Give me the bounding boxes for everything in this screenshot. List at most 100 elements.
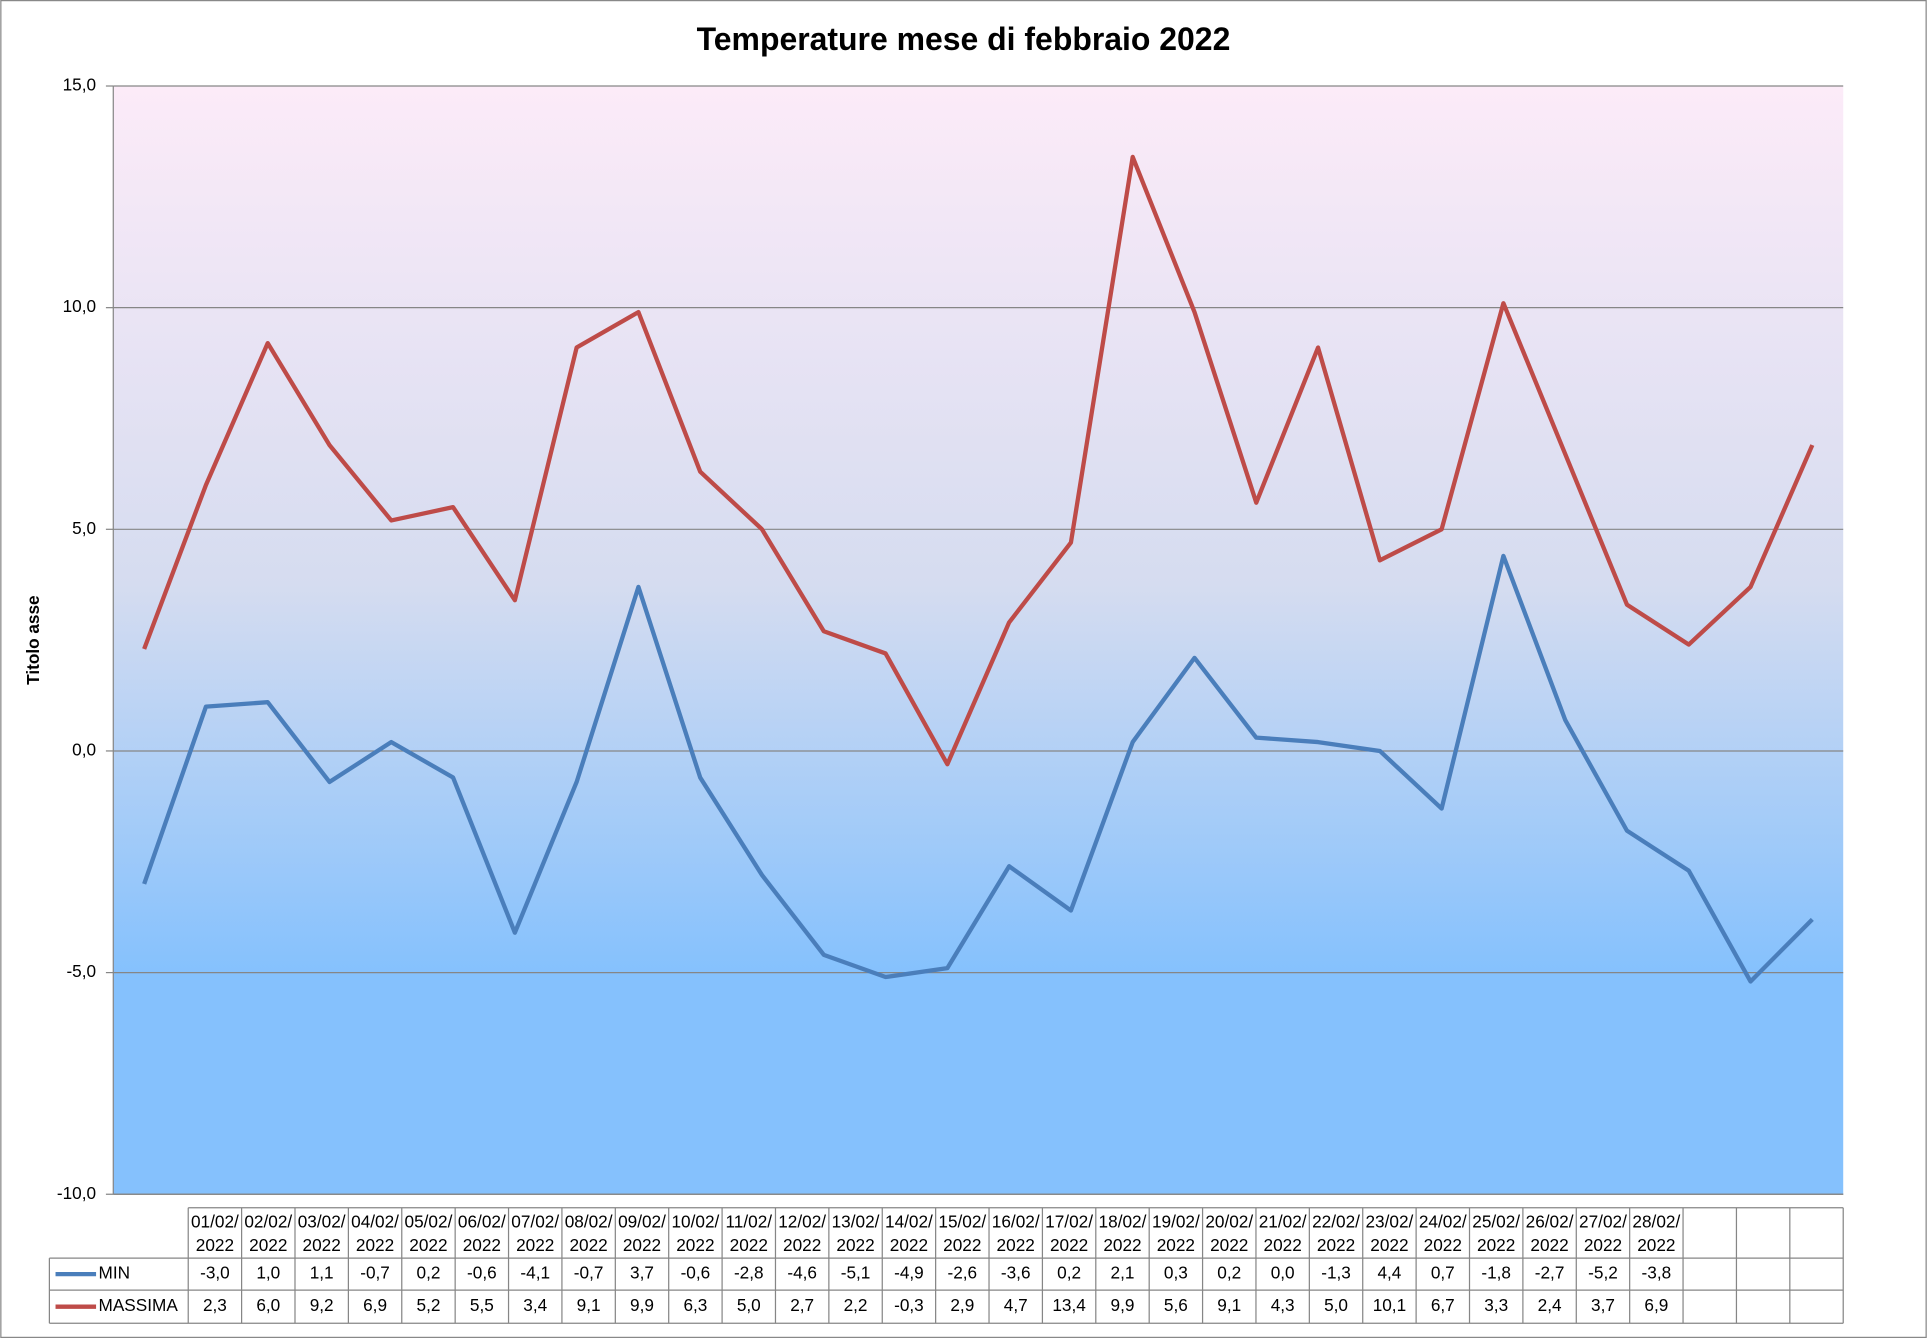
x-tick-label-box: 18/02/2022 <box>1098 1210 1147 1254</box>
y-tick-label: 5,0 <box>72 518 96 538</box>
x-tick-label: 09/02/2022 <box>618 1210 666 1254</box>
data-label: 5,2 <box>417 1295 441 1315</box>
data-label: 5,0 <box>737 1295 761 1315</box>
data-label: 2,1 <box>1111 1263 1135 1283</box>
data-label: -1,3 <box>1321 1263 1351 1283</box>
x-tick-label: 06/02/2022 <box>457 1210 506 1254</box>
data-label: 4,4 <box>1377 1263 1401 1283</box>
x-tick-label-box: 06/02/2022 <box>457 1210 506 1254</box>
x-tick-label-box: 03/02/2022 <box>297 1210 346 1254</box>
data-label: 4,7 <box>1004 1295 1028 1315</box>
x-tick-label: 07/02/2022 <box>511 1210 560 1254</box>
data-label: 2,3 <box>203 1295 227 1315</box>
x-tick-label: 13/02/2022 <box>831 1210 880 1254</box>
series-line <box>142 553 1814 984</box>
data-label: 3,3 <box>1484 1295 1508 1315</box>
data-label: 5,0 <box>1324 1295 1348 1315</box>
x-tick-label: 12/02/2022 <box>778 1210 827 1254</box>
data-label: 6,0 <box>256 1295 280 1315</box>
x-tick-label-box: 13/02/2022 <box>831 1210 880 1254</box>
data-label: 2,7 <box>790 1295 814 1315</box>
data-label: 4,3 <box>1271 1295 1295 1315</box>
data-label: 5,6 <box>1164 1295 1188 1315</box>
chart-title: Temperature mese di febbraio 2022 <box>697 21 1231 57</box>
data-label: -2,7 <box>1535 1263 1565 1283</box>
x-tick-label: 21/02/2022 <box>1258 1210 1307 1254</box>
x-tick-label-box: 05/02/2022 <box>405 1211 453 1254</box>
x-tick-label-box: 25/02/2022 <box>1472 1210 1521 1254</box>
x-tick-label: 03/02/2022 <box>297 1210 346 1254</box>
data-label: -4,1 <box>520 1263 550 1283</box>
plot-area <box>113 86 1844 1195</box>
x-tick-label-box: 22/02/2022 <box>1312 1210 1360 1254</box>
x-tick-label: 19/02/2022 <box>1151 1210 1200 1254</box>
x-tick-label: 26/02/2022 <box>1525 1210 1574 1254</box>
data-label: -5,1 <box>841 1263 871 1283</box>
data-label: 5,5 <box>470 1295 494 1315</box>
x-tick-label-box: 15/02/2022 <box>938 1211 986 1254</box>
series-line <box>142 154 1815 767</box>
y-tick-label: 15,0 <box>63 75 96 95</box>
x-tick-label: 04/02/2022 <box>351 1210 399 1254</box>
data-label: 6,9 <box>1644 1295 1668 1315</box>
x-tick-label-box: 24/02/2022 <box>1418 1210 1467 1254</box>
data-label: 0,7 <box>1431 1263 1455 1283</box>
y-tick-label: 10,0 <box>63 296 96 316</box>
data-label: 13,4 <box>1052 1295 1086 1315</box>
x-tick-label-box: 21/02/2022 <box>1258 1210 1307 1254</box>
data-label: 9,1 <box>1217 1295 1241 1315</box>
x-tick-label-box: 02/02/2022 <box>244 1210 293 1254</box>
data-label: -1,8 <box>1481 1263 1511 1283</box>
x-tick-label: 22/02/2022 <box>1312 1210 1360 1254</box>
data-label: -0,7 <box>360 1263 390 1283</box>
data-label: 10,1 <box>1373 1295 1406 1315</box>
x-tick-label-box: 12/02/2022 <box>778 1210 827 1254</box>
data-label: -4,6 <box>787 1263 817 1283</box>
legend-label: MIN <box>99 1263 131 1283</box>
x-tick-label-box: 14/02/2022 <box>885 1211 933 1254</box>
x-tick-label: 27/02/2022 <box>1579 1210 1627 1254</box>
data-label: 3,7 <box>1591 1295 1615 1315</box>
x-tick-label-box: 27/02/2022 <box>1579 1210 1627 1254</box>
y-tick-label: 0,0 <box>72 739 96 759</box>
data-label: -0,7 <box>574 1263 604 1283</box>
data-label: 2,9 <box>950 1295 974 1315</box>
y-tick-label: -5,0 <box>66 961 96 981</box>
data-label: 1,1 <box>310 1263 334 1283</box>
x-tick-label-box: 08/02/2022 <box>564 1210 613 1254</box>
data-label: -3,0 <box>200 1263 230 1283</box>
x-tick-label: 02/02/2022 <box>244 1210 293 1254</box>
data-label: 0,2 <box>1057 1263 1081 1283</box>
x-tick-label-box: 04/02/2022 <box>351 1210 399 1254</box>
x-tick-label: 25/02/2022 <box>1472 1210 1521 1254</box>
data-label: 1,0 <box>256 1263 280 1283</box>
x-tick-label: 28/02/2022 <box>1632 1210 1681 1254</box>
x-tick-label: 24/02/2022 <box>1418 1210 1467 1254</box>
data-label: -4,9 <box>894 1263 924 1283</box>
data-label: -0,3 <box>894 1295 924 1315</box>
data-label: 3,4 <box>523 1295 547 1315</box>
data-label: 9,9 <box>1111 1295 1135 1315</box>
x-tick-label-box: 11/02/2022 <box>725 1210 773 1254</box>
x-tick-label-box: 16/02/2022 <box>991 1210 1040 1254</box>
x-tick-label-box: 28/02/2022 <box>1632 1210 1681 1254</box>
x-tick-label: 16/02/2022 <box>991 1210 1040 1254</box>
x-tick-label-box: 23/02/2022 <box>1365 1211 1413 1254</box>
x-tick-label: 11/02/2022 <box>725 1210 773 1254</box>
x-tick-label: 20/02/2022 <box>1205 1210 1254 1254</box>
data-label: -2,8 <box>734 1263 764 1283</box>
data-label: 6,7 <box>1431 1295 1455 1315</box>
x-tick-label: 17/02/2022 <box>1045 1210 1094 1254</box>
data-label: 0,3 <box>1164 1263 1188 1283</box>
x-tick-label: 18/02/2022 <box>1098 1210 1147 1254</box>
data-label: -0,6 <box>681 1263 711 1283</box>
data-label: -3,8 <box>1642 1263 1672 1283</box>
x-tick-label: 08/02/2022 <box>564 1210 613 1254</box>
x-tick-label-box: 19/02/2022 <box>1151 1210 1200 1254</box>
x-tick-label-box: 17/02/2022 <box>1045 1210 1094 1254</box>
data-label: -0,6 <box>467 1263 497 1283</box>
x-tick-label: 01/02/2022 <box>190 1210 239 1254</box>
data-label: -2,6 <box>948 1263 978 1283</box>
